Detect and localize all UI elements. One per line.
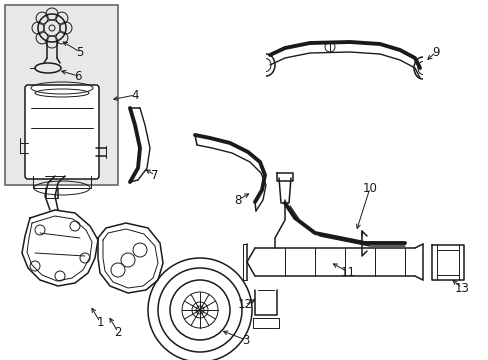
Text: 12: 12	[237, 298, 252, 311]
FancyBboxPatch shape	[25, 85, 99, 179]
Text: 11: 11	[340, 266, 355, 279]
Text: 6: 6	[74, 69, 81, 82]
Text: 2: 2	[114, 325, 122, 338]
Text: 4: 4	[131, 89, 139, 102]
Text: 1: 1	[96, 315, 103, 328]
Text: 7: 7	[151, 168, 159, 181]
Text: 10: 10	[362, 181, 377, 194]
Text: 8: 8	[234, 194, 241, 207]
Text: 9: 9	[431, 45, 439, 59]
FancyBboxPatch shape	[5, 5, 118, 185]
Text: 5: 5	[76, 45, 83, 59]
Text: 3: 3	[242, 333, 249, 346]
Text: 13: 13	[454, 282, 468, 294]
